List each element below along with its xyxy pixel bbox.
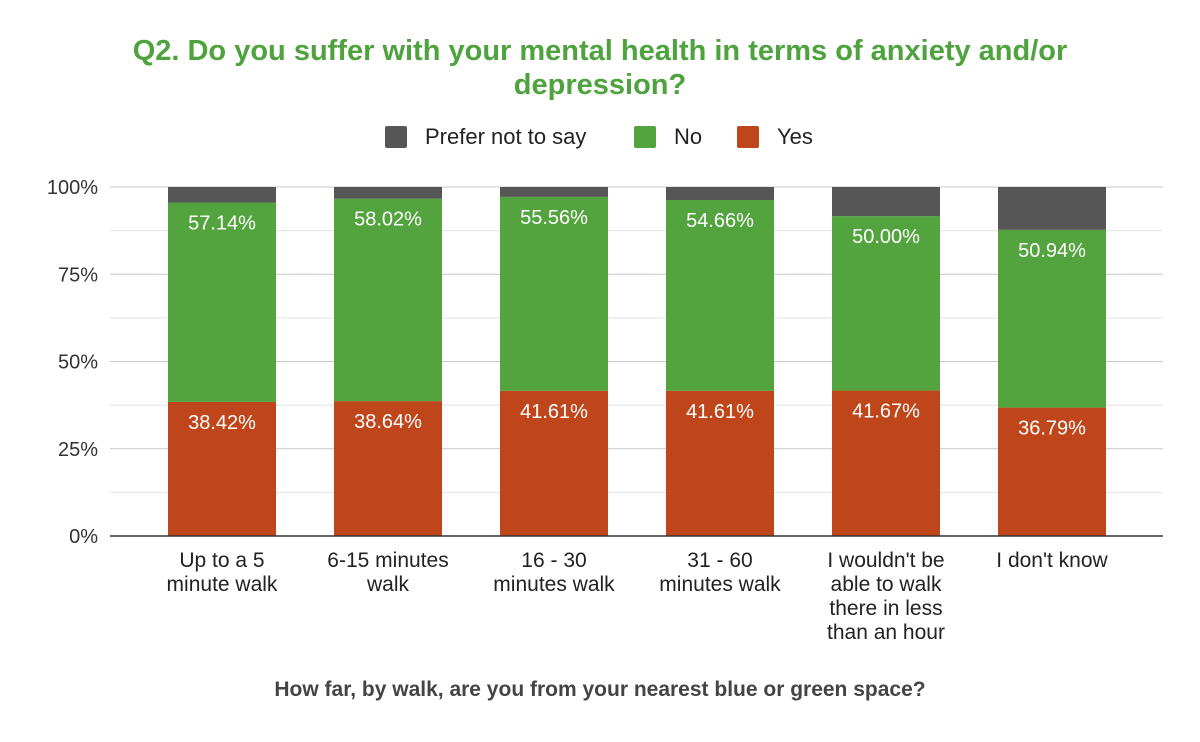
bar-prefer-not-to-say — [334, 187, 442, 199]
data-label: 58.02% — [354, 209, 422, 231]
y-tick-label: 25% — [58, 439, 98, 461]
y-tick-label: 50% — [58, 352, 98, 374]
bar-yes — [500, 390, 608, 536]
data-label: 41.61% — [686, 401, 754, 423]
bar-prefer-not-to-say — [666, 187, 774, 201]
bar-yes — [998, 407, 1106, 536]
legend-item-no: No — [634, 122, 702, 152]
y-tick-label: 0% — [69, 526, 98, 548]
bar-no — [500, 196, 608, 391]
bar-prefer-not-to-say — [500, 187, 608, 197]
x-tick-label: than an hour — [827, 621, 945, 644]
bar-no — [666, 200, 774, 391]
legend-item-prefer-not-to-say: Prefer not to say — [385, 122, 586, 152]
data-label: 41.67% — [852, 401, 920, 423]
x-axis-title: How far, by walk, are you from your near… — [274, 678, 926, 701]
legend-label-prefer-not-to-say: Prefer not to say — [425, 124, 587, 149]
bar-no — [334, 198, 442, 402]
x-tick-label: Up to a 5 — [179, 549, 264, 572]
data-label: 54.66% — [686, 210, 754, 232]
chart-title-line-2: depression? — [513, 69, 687, 101]
data-label: 41.61% — [520, 401, 588, 423]
chart-legend: Prefer not to say No Yes — [0, 122, 1200, 152]
chart-title: Q2. Do you suffer with your mental healt… — [0, 34, 1200, 102]
data-label: 38.64% — [354, 411, 422, 433]
legend-swatch-no — [634, 126, 656, 148]
legend-swatch-yes — [737, 126, 759, 148]
chart-title-line-1: Q2. Do you suffer with your mental healt… — [132, 35, 1068, 67]
x-tick-label: 31 - 60 — [687, 549, 752, 572]
y-tick-label: 100% — [47, 177, 98, 199]
bar-yes — [168, 401, 276, 536]
bar-no — [168, 202, 276, 402]
x-tick-label: there in less — [829, 597, 942, 620]
bar-prefer-not-to-say — [832, 187, 940, 217]
bar-prefer-not-to-say — [998, 187, 1106, 230]
bar-yes — [334, 401, 442, 536]
data-label: 57.14% — [188, 212, 256, 234]
y-tick-label: 75% — [58, 264, 98, 286]
data-label: 36.79% — [1018, 418, 1086, 440]
legend-swatch-prefer-not-to-say — [385, 126, 407, 148]
x-tick-label: 6-15 minutes — [327, 549, 448, 572]
data-label: 50.00% — [852, 226, 920, 248]
x-tick-label: minutes walk — [659, 573, 781, 596]
x-tick-label: minute walk — [167, 573, 278, 596]
legend-item-yes: Yes — [737, 122, 813, 152]
data-label: 50.94% — [1018, 240, 1086, 262]
data-label: 38.42% — [188, 412, 256, 434]
x-tick-label: 16 - 30 — [521, 549, 586, 572]
x-tick-label: walk — [366, 573, 410, 596]
bar-yes — [666, 390, 774, 536]
x-tick-label: minutes walk — [493, 573, 615, 596]
bar-no — [998, 229, 1106, 408]
legend-label-yes: Yes — [777, 124, 813, 149]
legend-label-no: No — [674, 124, 703, 149]
bar-no — [832, 216, 940, 391]
data-label: 55.56% — [520, 207, 588, 229]
x-tick-label: I wouldn't be — [827, 549, 944, 572]
x-tick-label: able to walk — [831, 573, 942, 596]
x-tick-label: I don't know — [996, 549, 1108, 572]
bar-yes — [832, 390, 940, 536]
bar-prefer-not-to-say — [168, 187, 276, 203]
